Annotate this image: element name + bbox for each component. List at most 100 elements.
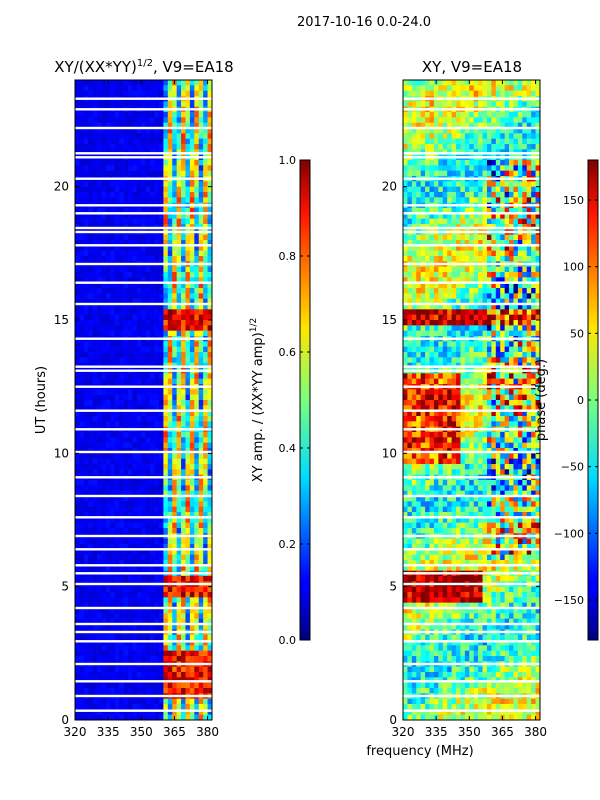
heatmap-cell — [425, 245, 430, 251]
heatmap-cell — [150, 165, 155, 171]
heatmap-cell — [181, 496, 186, 502]
heatmap-cell — [88, 170, 93, 177]
heatmap-cell — [110, 272, 116, 278]
heatmap-cell — [185, 213, 191, 219]
heatmap-cell — [141, 181, 147, 187]
heatmap-cell — [207, 341, 213, 347]
heatmap-cell — [128, 293, 133, 299]
heatmap-cell — [101, 597, 107, 603]
heatmap-cell — [105, 554, 111, 561]
heatmap-cell — [185, 341, 191, 347]
heatmap-cell — [416, 101, 421, 107]
heatmap-cell — [92, 512, 98, 518]
heatmap-cell — [460, 208, 466, 214]
heatmap-cell — [482, 208, 488, 214]
heatmap-cell — [88, 346, 93, 353]
heatmap-cell — [207, 506, 213, 513]
heatmap-cell — [207, 101, 213, 107]
heatmap-cell — [79, 160, 85, 166]
heatmap-cell — [75, 197, 80, 203]
heatmap-cell — [158, 416, 164, 422]
heatmap-cell — [172, 522, 177, 529]
heatmap-cell — [198, 528, 204, 534]
heatmap-cell — [172, 560, 177, 566]
heatmap-cell — [110, 304, 116, 310]
heatmap-cell — [105, 421, 111, 427]
heatmap-cell — [88, 112, 93, 118]
heatmap-cell — [88, 496, 93, 502]
heatmap-cell — [181, 400, 186, 406]
heatmap-cell — [145, 554, 151, 561]
heatmap-cell — [486, 192, 492, 198]
heatmap-cell — [167, 208, 173, 214]
heatmap-cell — [172, 325, 177, 331]
heatmap-cell — [119, 133, 124, 139]
heatmap-cell — [141, 410, 147, 417]
heatmap-cell — [456, 197, 461, 203]
heatmap-cell — [123, 672, 129, 678]
heatmap-cell — [110, 688, 116, 694]
heatmap-cell — [119, 138, 124, 145]
flagged-row — [75, 365, 212, 368]
heatmap-cell — [447, 197, 452, 203]
heatmap-cell — [447, 234, 452, 241]
heatmap-cell — [464, 186, 470, 193]
heatmap-cell — [158, 624, 164, 630]
heatmap-cell — [442, 208, 448, 214]
heatmap-cell — [513, 197, 519, 203]
heatmap-cell — [97, 144, 102, 150]
heatmap-cell — [469, 101, 475, 107]
heatmap-cell — [128, 592, 133, 598]
heatmap-cell — [460, 117, 466, 123]
heatmap-cell — [158, 165, 164, 171]
heatmap-cell — [185, 613, 191, 619]
heatmap-cell — [105, 357, 111, 363]
heatmap-cell — [181, 256, 186, 262]
heatmap-cell — [181, 330, 186, 337]
heatmap-cell — [495, 245, 501, 251]
heatmap-cell — [172, 586, 177, 593]
heatmap-cell — [154, 560, 160, 566]
heatmap-cell — [482, 165, 488, 171]
heatmap-cell — [473, 181, 479, 187]
heatmap-cell — [110, 544, 116, 550]
heatmap-cell — [83, 309, 89, 315]
heatmap-cell — [79, 634, 85, 641]
heatmap-cell — [92, 549, 98, 555]
heatmap-cell — [119, 666, 124, 673]
heatmap-cell — [189, 346, 195, 353]
heatmap-cell — [531, 197, 536, 203]
heatmap-cell — [535, 101, 541, 107]
heatmap-cell — [163, 480, 169, 486]
heatmap-cell — [79, 682, 85, 689]
heatmap-cell — [207, 282, 213, 289]
heatmap-cell — [88, 442, 93, 449]
heatmap-cell — [189, 330, 195, 337]
heatmap-cell — [123, 688, 129, 694]
heatmap-cell — [163, 250, 169, 257]
heatmap-cell — [136, 709, 142, 715]
heatmap-cell — [145, 80, 151, 86]
heatmap-cell — [517, 165, 523, 171]
heatmap-cell — [119, 85, 124, 91]
heatmap-cell — [79, 480, 85, 486]
heatmap-cell — [189, 240, 195, 246]
heatmap-cell — [181, 704, 186, 710]
heatmap-cell — [403, 186, 408, 193]
heatmap-cell — [172, 544, 177, 550]
heatmap-cell — [88, 90, 93, 97]
heatmap-cell — [154, 688, 160, 694]
heatmap-cell — [119, 170, 124, 177]
heatmap-cell — [123, 90, 129, 97]
heatmap-cell — [425, 272, 430, 278]
heatmap-cell — [194, 640, 200, 646]
heatmap-cell — [194, 122, 200, 129]
heatmap-cell — [83, 709, 89, 715]
heatmap-cell — [486, 117, 492, 123]
heatmap-cell — [172, 496, 177, 502]
heatmap-cell — [88, 624, 93, 630]
heatmap-cell — [75, 538, 80, 545]
heatmap-cell — [411, 213, 417, 219]
heatmap-cell — [150, 506, 155, 513]
heatmap-cell — [176, 373, 182, 379]
